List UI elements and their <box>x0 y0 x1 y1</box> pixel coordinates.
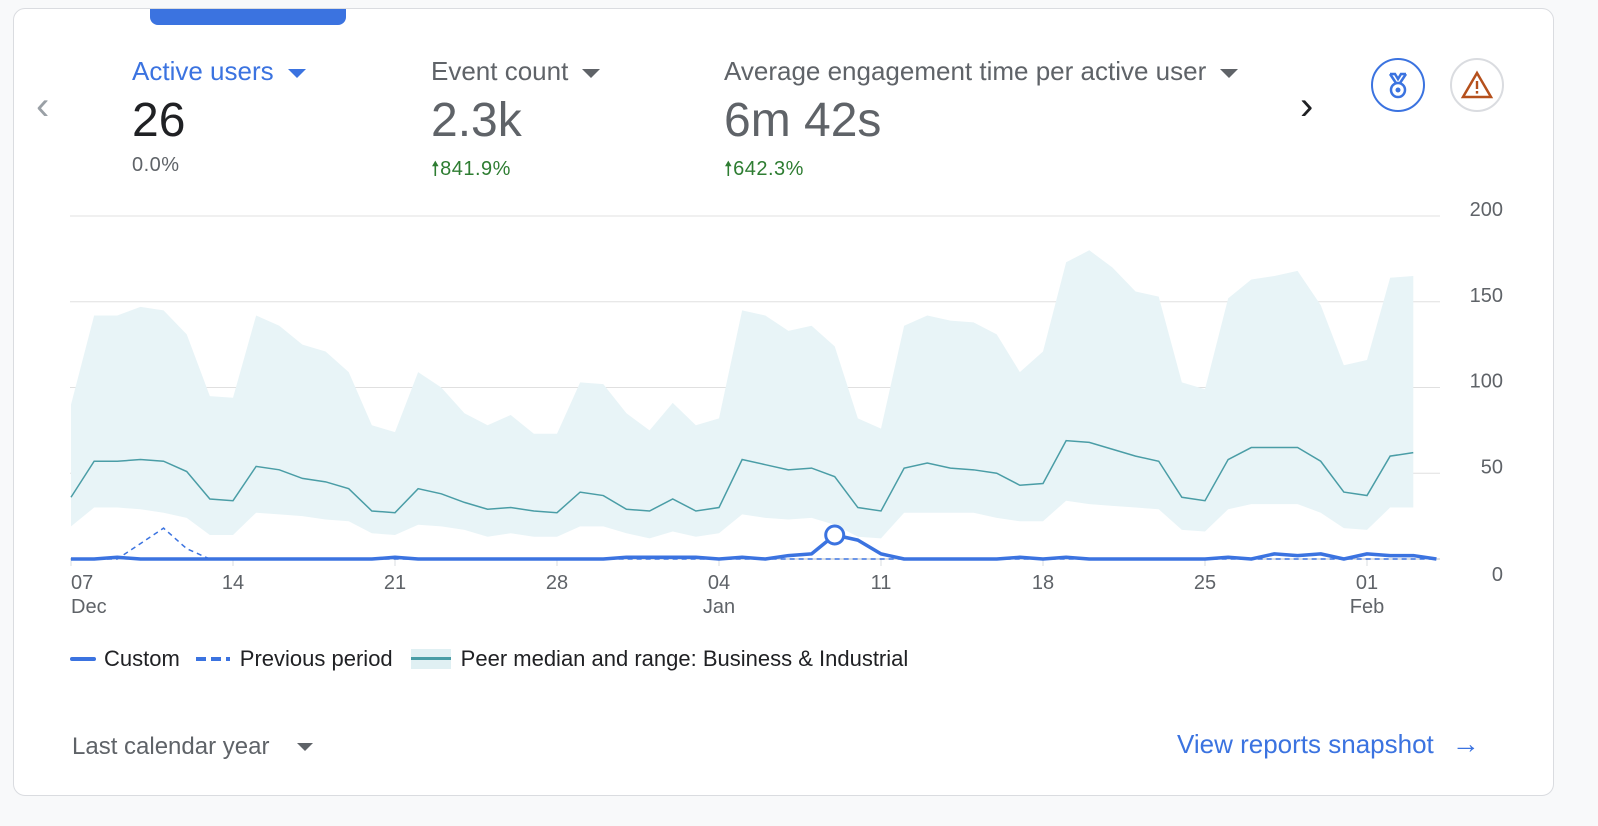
arrow-up-icon: 🠕 <box>431 158 441 180</box>
metric-active-users[interactable]: Active users 26 0.0% <box>132 56 306 177</box>
x-tick-label: 18 <box>1032 572 1054 594</box>
y-tick-label: 200 <box>1470 199 1503 221</box>
highlight-point <box>824 524 846 546</box>
metric-change: 🠕841.9% <box>431 158 511 180</box>
caret-down-icon <box>582 68 601 78</box>
x-tick-label: 28 <box>546 572 568 594</box>
y-tick-label: 0 <box>1492 564 1503 586</box>
x-tick-label: 14 <box>222 572 244 594</box>
legend-swatch-peer <box>410 649 451 669</box>
custom-line <box>71 533 1437 561</box>
legend-custom: Custom <box>104 646 180 671</box>
x-tick-label: 11 <box>871 572 892 594</box>
chart-legend: Custom Previous period Peer median and r… <box>70 646 908 672</box>
date-range-selector[interactable]: Last calendar year <box>72 733 314 761</box>
x-tick-label: 21 <box>384 572 406 594</box>
metric-label[interactable]: Event count <box>431 56 601 87</box>
x-tick-label: 25 <box>1194 572 1216 594</box>
metric-change: 🠕642.3% <box>724 158 804 180</box>
x-tick-month-label: Feb <box>1350 596 1384 618</box>
previous-period-line <box>71 527 1437 560</box>
arrow-up-icon: 🠕 <box>724 158 734 180</box>
y-tick-label: 150 <box>1470 285 1503 307</box>
metric-value: 2.3k <box>431 94 522 147</box>
x-tick-label: 04 <box>708 572 730 594</box>
x-tick-month-label: Jan <box>703 596 735 618</box>
legend-previous: Previous period <box>239 646 393 671</box>
metric-label[interactable]: Active users <box>132 56 306 87</box>
warning-button[interactable] <box>1450 58 1504 112</box>
metric-value: 6m 42s <box>724 94 882 147</box>
metric-event-count[interactable]: Event count 2.3k 🠕841.9% <box>431 56 601 188</box>
metric-label[interactable]: Average engagement time per active user <box>724 56 1280 87</box>
legend-swatch-custom <box>70 657 96 661</box>
chevron-left-icon[interactable]: ‹ <box>36 84 50 128</box>
caret-down-icon <box>1220 68 1239 78</box>
legend-peer: Peer median and range: Business & Indust… <box>460 646 909 671</box>
x-tick-month-label: Dec <box>71 596 107 618</box>
caret-down-icon <box>287 68 306 78</box>
warning-icon <box>1460 70 1494 99</box>
selected-tab-indicator <box>150 9 346 25</box>
view-reports-snapshot-link[interactable]: View reports snapshot → <box>1177 728 1480 759</box>
metric-avg-engagement[interactable]: Average engagement time per active user … <box>724 56 1280 188</box>
metric-change: 0.0% <box>132 154 180 176</box>
legend-swatch-previous <box>195 657 230 661</box>
chevron-right-icon[interactable]: › <box>1300 84 1314 128</box>
peer-range-band <box>71 250 1414 539</box>
metric-value: 26 <box>132 94 186 147</box>
caret-down-icon <box>297 743 314 751</box>
medal-button[interactable] <box>1371 58 1425 112</box>
x-tick-label: 07 <box>71 572 93 594</box>
arrow-right-icon: → <box>1451 728 1480 759</box>
medal-icon <box>1388 72 1408 99</box>
y-tick-label: 50 <box>1481 456 1503 478</box>
peer-median-line <box>70 439 1414 514</box>
y-tick-label: 100 <box>1470 371 1503 393</box>
x-tick-label: 01 <box>1356 572 1378 594</box>
